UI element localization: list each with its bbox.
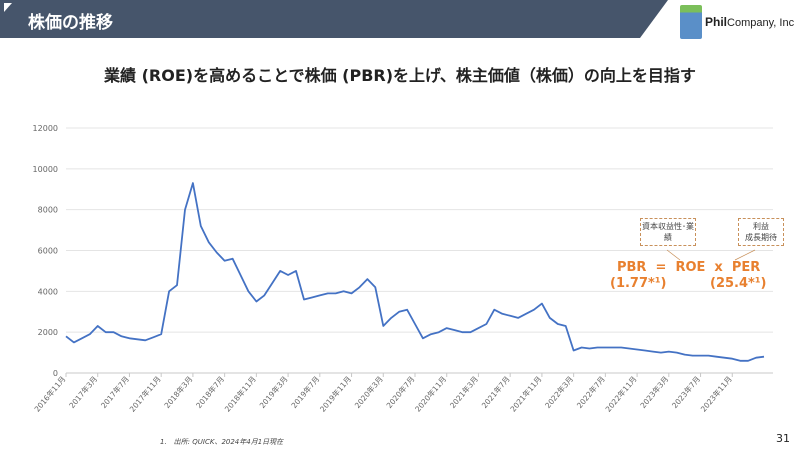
company-logo: PhilCompany, Inc	[680, 2, 798, 42]
per-note-line1: 利益	[753, 222, 769, 231]
y-tick-label: 4000	[38, 287, 58, 296]
footnote: 1. 出所: QUICK、2024年4月1日現在	[160, 438, 284, 446]
y-tick-label: 2000	[38, 328, 58, 337]
slide-subtitle: 業績 (ROE)を高めることで株価 (PBR)を上げ、株主価値（株価）の向上を目…	[104, 66, 696, 85]
logo-text: Company, Inc	[727, 17, 795, 29]
pbr-value: (1.77*¹)	[610, 276, 667, 291]
page-title: 株価の推移	[28, 13, 113, 33]
header-background	[0, 0, 668, 38]
roe-note: 資本収益性･業績	[642, 222, 694, 242]
roe-note-box: 資本収益性･業績	[640, 218, 696, 246]
y-tick-label: 12000	[33, 124, 58, 133]
y-tick-label: 8000	[38, 206, 58, 215]
page-number: 31	[776, 432, 790, 445]
pbr-formula: PBR = ROE x PER	[617, 260, 761, 275]
y-tick-label: 0	[53, 369, 58, 378]
per-note-box: 利益 成長期待	[738, 218, 784, 246]
per-note-line2: 成長期待	[745, 233, 777, 242]
logo-bold-text: Phil	[705, 15, 728, 29]
y-tick-label: 10000	[33, 165, 58, 174]
building-icon	[680, 5, 702, 39]
y-tick-label: 6000	[38, 247, 58, 256]
per-value: (25.4*¹)	[710, 276, 767, 291]
header-bar: 株価の推移	[0, 0, 800, 38]
stock-price-line	[65, 182, 765, 362]
